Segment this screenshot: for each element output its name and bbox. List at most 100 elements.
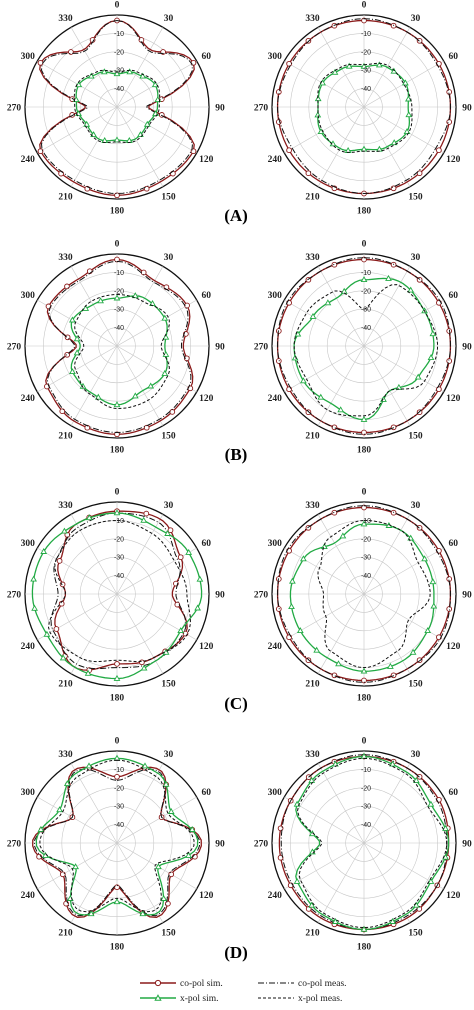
grid-spoke — [363, 345, 444, 393]
series-marker — [275, 606, 282, 612]
grid-spoke — [116, 842, 164, 923]
grid-spoke — [284, 345, 365, 393]
series-marker — [389, 760, 396, 767]
legend-label-co-pol-meas: co-pol meas. — [298, 979, 347, 989]
angle-tick-label: 270 — [254, 342, 269, 352]
series-marker — [430, 602, 438, 609]
grid-spoke — [363, 547, 444, 595]
angle-tick-label: 270 — [254, 839, 269, 849]
grid-spoke — [317, 106, 365, 187]
radial-tick-label: -40 — [361, 325, 371, 332]
grid-spoke — [70, 842, 118, 923]
radial-tick-label: -10 — [114, 518, 124, 525]
radial-tick-label: -30 — [361, 307, 371, 314]
series-marker — [389, 917, 396, 924]
series-marker — [113, 674, 121, 681]
angle-tick-label: 240 — [268, 891, 283, 901]
series-marker — [37, 59, 44, 66]
series-marker — [63, 900, 69, 907]
angle-tick-label: 30 — [164, 253, 174, 263]
series-marker — [402, 79, 409, 86]
series-x-pol-meas — [296, 757, 448, 929]
grid-spoke — [116, 345, 197, 393]
series-marker — [140, 516, 148, 523]
series-marker — [407, 286, 415, 293]
angle-tick-label: 60 — [448, 291, 458, 301]
angle-tick-label: 150 — [161, 680, 176, 690]
angle-tick-label: 330 — [58, 253, 73, 263]
series-marker — [332, 917, 339, 924]
angle-tick-label: 330 — [305, 501, 320, 511]
angle-tick-label: 210 — [305, 432, 320, 442]
grid-spoke — [317, 593, 365, 674]
grid-spoke — [363, 106, 444, 154]
angle-tick-label: 330 — [305, 253, 320, 263]
series-marker — [167, 807, 175, 814]
radial-tick-label: -30 — [361, 68, 371, 75]
grid-spoke — [70, 345, 118, 426]
panel-label-a: (A) — [224, 206, 248, 225]
series-marker — [113, 70, 121, 77]
angle-tick-label: 150 — [161, 193, 176, 203]
grid-spoke — [37, 60, 118, 108]
series-marker — [183, 355, 190, 362]
grid-spoke — [37, 593, 118, 641]
radial-tick-label: -20 — [361, 785, 371, 792]
radial-tick-label: -20 — [114, 288, 124, 295]
radial-tick-label: -10 — [361, 31, 371, 38]
angle-tick-label: 0 — [362, 239, 367, 249]
series-marker — [317, 393, 325, 400]
series-co-pol-meas — [277, 257, 451, 435]
radial-tick-label: -30 — [114, 804, 124, 811]
series-marker — [436, 147, 442, 154]
grid-spoke — [70, 27, 118, 108]
series-marker — [308, 776, 316, 783]
series-marker — [314, 111, 322, 118]
angle-tick-label: 120 — [199, 155, 214, 165]
series-marker — [141, 762, 149, 769]
grid-spoke — [284, 106, 365, 154]
series-marker — [170, 170, 176, 177]
radial-tick-label: -10 — [361, 270, 371, 277]
series-marker — [360, 276, 368, 283]
series-marker — [72, 863, 79, 870]
series-marker — [59, 871, 66, 878]
legend-label-x-pol-meas: x-pol meas. — [298, 994, 342, 1004]
series-marker — [84, 669, 92, 676]
angle-tick-label: 240 — [268, 642, 283, 652]
grid-spoke — [116, 106, 197, 154]
angle-tick-label: 270 — [254, 103, 269, 113]
polar-plot-1-2: 0 30 60 90 120 150 180 210 240 270 300 330 -10 -20 -30… — [254, 0, 472, 216]
series-marker — [275, 119, 282, 125]
angle-tick-label: 270 — [7, 342, 22, 352]
series-marker — [427, 800, 435, 807]
radial-tick-label: -30 — [114, 307, 124, 314]
angle-tick-label: 210 — [305, 929, 320, 939]
angle-tick-label: 90 — [462, 342, 472, 352]
angle-tick-label: 330 — [305, 750, 320, 760]
series-marker — [167, 527, 174, 534]
series-marker — [113, 898, 121, 905]
series-marker — [360, 520, 368, 527]
angle-tick-label: 120 — [199, 891, 214, 901]
series-marker — [143, 424, 150, 431]
grid-spoke — [37, 547, 118, 595]
angle-tick-label: 60 — [201, 291, 211, 301]
angle-tick-label: 30 — [411, 750, 421, 760]
series-marker — [160, 894, 168, 901]
angle-tick-label: 240 — [21, 155, 36, 165]
series-marker — [58, 170, 64, 177]
radial-tick-label: -40 — [361, 822, 371, 829]
series-marker — [361, 504, 367, 511]
grid-spoke — [116, 796, 197, 844]
series-marker — [275, 358, 282, 364]
series-marker — [286, 147, 292, 154]
series-x-pol-meas — [47, 519, 191, 663]
series-marker — [185, 851, 192, 858]
angle-tick-label: 270 — [7, 590, 22, 600]
angle-tick-label: 330 — [58, 501, 73, 511]
radial-tick-label: -10 — [114, 270, 124, 277]
angle-tick-label: 120 — [199, 394, 214, 404]
polar-plot-3-2: 0 30 60 90 120 150 180 210 240 270 300 330 -10 -20 -30… — [254, 487, 472, 703]
series-x-pol-meas — [293, 284, 438, 417]
